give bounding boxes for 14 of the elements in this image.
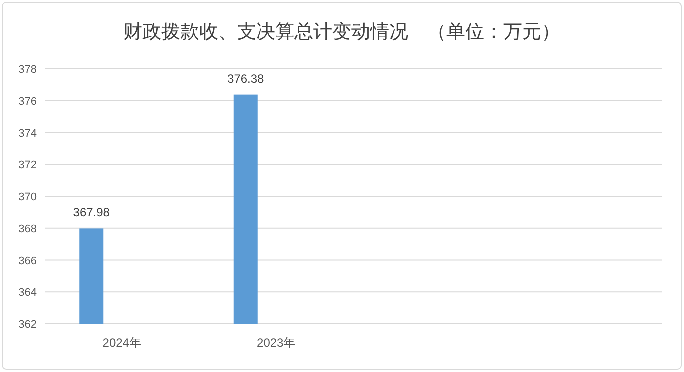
y-tick-label: 376: [18, 96, 37, 108]
y-tick-label: 370: [18, 192, 37, 204]
x-tick-label: 2024年: [102, 336, 142, 350]
y-tick-label: 366: [18, 255, 37, 268]
y-tick-label: 368: [18, 223, 37, 236]
data-label: 376.38: [228, 72, 265, 86]
x-tick-label: 2023年: [257, 336, 296, 350]
y-tick-label: 374: [18, 128, 37, 140]
y-tick-label: 378: [18, 64, 37, 76]
chart-title: 财政拨款收、支决算总计变动情况 （单位：万元）: [124, 21, 560, 43]
y-tick-label: 372: [18, 160, 37, 172]
y-tick-label: 362: [18, 319, 37, 331]
y-tick-label: 364: [18, 287, 37, 300]
data-label: 367.98: [73, 206, 110, 220]
